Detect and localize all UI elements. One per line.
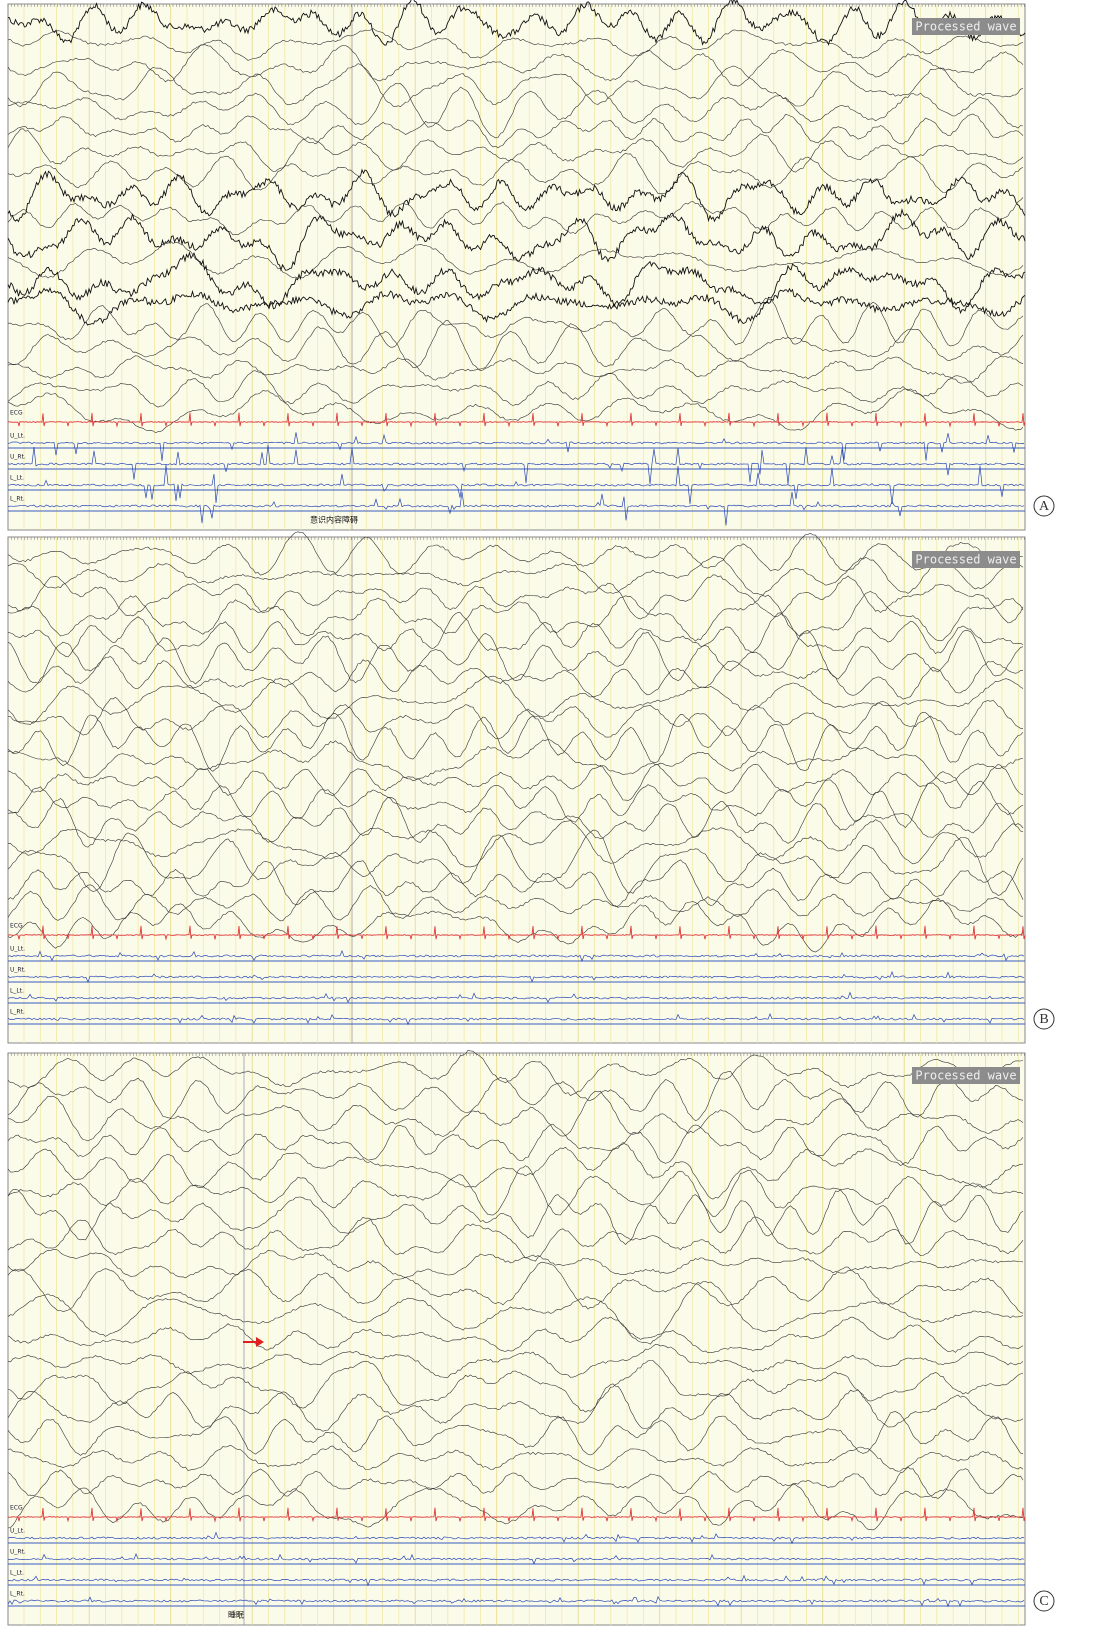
channel-label: L_Lt. <box>10 475 24 482</box>
badge: Processed wave <box>915 553 1016 567</box>
panel: ECG U_Lt. U_Rt. L_Lt. L_Rt. Processed wave C 睡眠 <box>8 1050 1054 1625</box>
annotation: 意识内容障碍 <box>310 515 358 525</box>
channel-label: U_Rt. <box>10 454 26 461</box>
channel-label: L_Rt. <box>10 496 25 503</box>
channel-label: ECG <box>10 923 23 930</box>
panel: ECG U_Lt. U_Rt. L_Lt. L_Rt. Processed wave B <box>8 532 1054 1043</box>
badge: Processed wave <box>915 20 1016 34</box>
channel-label: ECG <box>10 1505 23 1512</box>
channel-label: U_Rt. <box>10 1549 26 1556</box>
panel-label: B <box>1039 1012 1048 1027</box>
channel-label: U_Lt. <box>10 946 25 953</box>
panel-label: A <box>1039 499 1050 514</box>
panel: ECG U_Lt. U_Rt. L_Lt. L_Rt. Processed wave A 意识… <box>8 0 1054 530</box>
channel-label: L_Rt. <box>10 1009 25 1016</box>
eeg-figure: ECG U_Lt. U_Rt. L_Lt. L_Rt. Processed wave A 意识… <box>0 0 1095 1627</box>
badge: Processed wave <box>915 1069 1016 1083</box>
plot-background <box>8 537 1025 1043</box>
channel-label: U_Rt. <box>10 967 26 974</box>
channel-label: U_Lt. <box>10 433 25 440</box>
panel-label: C <box>1039 1594 1048 1609</box>
channel-label: L_Lt. <box>10 988 24 995</box>
plot-background <box>8 1053 1025 1625</box>
annotation: 睡眠 <box>228 1611 244 1620</box>
channel-label: L_Lt. <box>10 1570 24 1577</box>
channel-label: L_Rt. <box>10 1591 25 1598</box>
channel-label: U_Lt. <box>10 1528 25 1535</box>
channel-label: ECG <box>10 410 23 417</box>
